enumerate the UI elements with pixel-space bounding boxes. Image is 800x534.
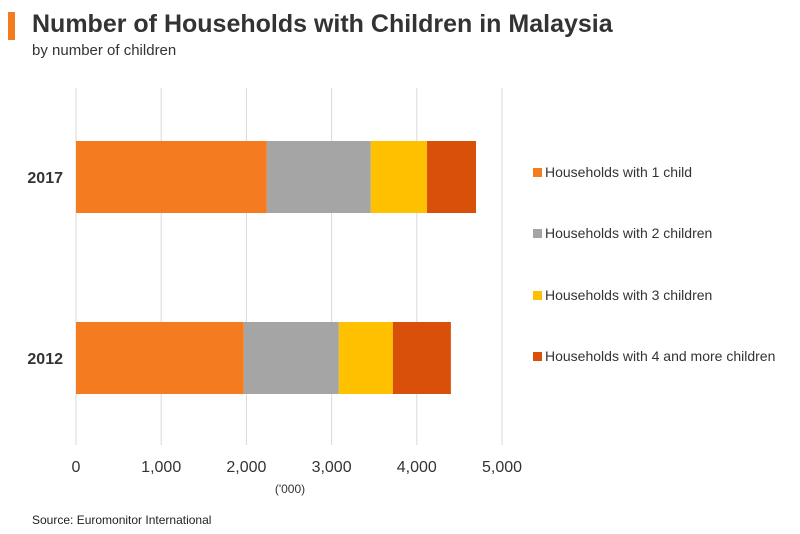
bar-segment xyxy=(392,322,451,394)
y-category-label: 2012 xyxy=(27,351,63,368)
legend-label: Households with 4 and more children xyxy=(545,348,775,364)
bar-segment xyxy=(243,322,339,394)
source-note: Source: Euromonitor International xyxy=(32,513,212,527)
bar-segment xyxy=(266,141,371,213)
legend-swatch xyxy=(533,168,542,177)
bar-segment xyxy=(338,322,393,394)
chart-subtitle: by number of children xyxy=(32,42,177,59)
legend-swatch xyxy=(533,291,542,300)
chart-title: Number of Households with Children in Ma… xyxy=(32,10,613,38)
x-tick-label: 3,000 xyxy=(312,459,352,476)
title-accent-bar xyxy=(8,12,15,40)
x-tick-label: 4,000 xyxy=(397,459,437,476)
x-axis-label: ('000) xyxy=(275,482,305,496)
legend-label: Households with 2 children xyxy=(545,225,712,241)
bar-segment xyxy=(370,141,428,213)
x-tick-label: 0 xyxy=(72,459,81,476)
bar-segment xyxy=(76,141,267,213)
x-tick-label: 1,000 xyxy=(141,459,181,476)
y-category-label: 2017 xyxy=(27,170,63,187)
bar-segment xyxy=(427,141,477,213)
legend-label: Households with 3 children xyxy=(545,287,712,303)
legend-swatch xyxy=(533,229,542,238)
legend-label: Households with 1 child xyxy=(545,164,692,180)
x-tick-label: 5,000 xyxy=(482,459,522,476)
bar-segment xyxy=(76,322,244,394)
legend-swatch xyxy=(533,352,542,361)
x-tick-label: 2,000 xyxy=(226,459,266,476)
